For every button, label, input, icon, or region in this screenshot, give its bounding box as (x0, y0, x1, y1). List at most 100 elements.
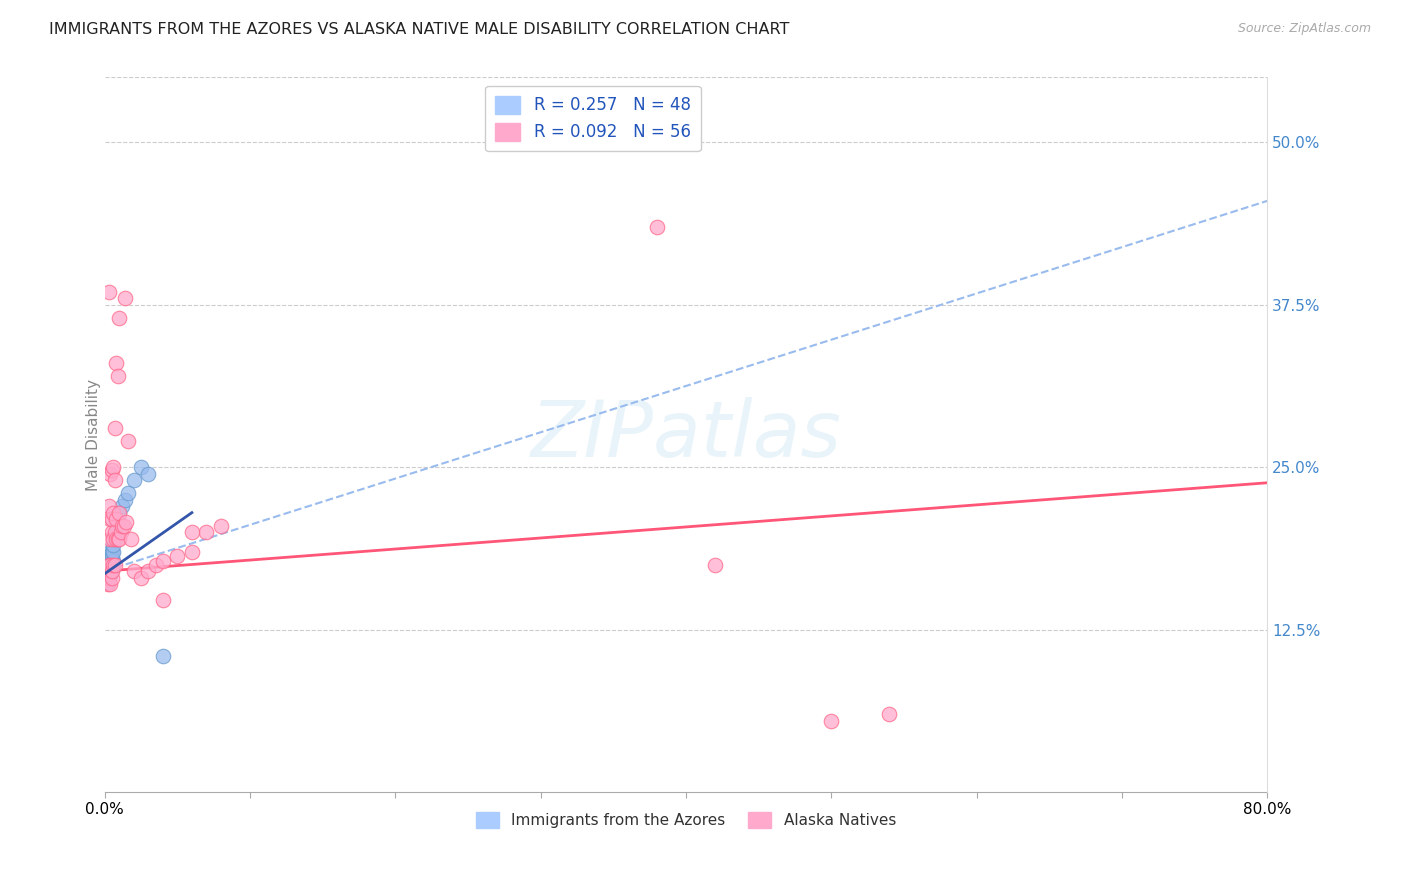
Point (103, 506, 125, 520)
Point (97, 564, 120, 578)
Point (94, 564, 117, 578)
Point (136, 467, 159, 481)
Point (129, 460, 152, 475)
Point (114, 291, 136, 305)
Point (209, 518, 232, 533)
Point (94, 571, 117, 585)
Point (195, 525, 218, 540)
Point (101, 544, 124, 558)
Point (122, 564, 145, 578)
Point (97, 577, 120, 591)
Point (180, 544, 202, 558)
Point (136, 564, 159, 578)
Point (97, 566, 120, 581)
Point (152, 592, 174, 607)
Point (100, 561, 122, 575)
Point (122, 473, 145, 487)
Point (97, 558, 120, 572)
Point (103, 554, 125, 568)
Point (104, 473, 127, 487)
Point (105, 532, 128, 546)
Point (108, 506, 131, 520)
Point (100, 561, 122, 575)
Point (100, 512, 122, 526)
Point (107, 532, 129, 546)
Text: ZIPatlas: ZIPatlas (530, 397, 841, 473)
Point (145, 558, 167, 572)
Point (100, 554, 122, 568)
Point (97, 574, 120, 589)
Point (98, 561, 121, 575)
Point (115, 515, 138, 529)
Point (100, 564, 122, 578)
Point (98, 558, 121, 572)
Y-axis label: Male Disability: Male Disability (86, 379, 101, 491)
Point (704, 558, 727, 572)
Point (98, 571, 121, 585)
Point (104, 558, 127, 572)
Point (100, 558, 122, 572)
Point (104, 421, 127, 435)
Point (117, 486, 139, 500)
Point (111, 499, 134, 513)
Point (104, 525, 127, 540)
Point (103, 532, 125, 546)
Text: Source: ZipAtlas.com: Source: ZipAtlas.com (1237, 22, 1371, 36)
Point (111, 518, 134, 533)
Point (105, 525, 128, 540)
Point (103, 538, 125, 552)
Point (98, 561, 121, 575)
Point (108, 310, 131, 325)
Point (879, 706, 901, 721)
Point (645, 219, 668, 234)
Point (105, 512, 128, 526)
Point (101, 564, 124, 578)
Point (101, 554, 124, 568)
Point (101, 561, 124, 575)
Point (107, 369, 129, 384)
Point (98, 564, 121, 578)
Point (101, 571, 124, 585)
Point (101, 558, 124, 572)
Point (94, 564, 117, 578)
Point (98, 499, 121, 513)
Point (108, 506, 131, 520)
Point (104, 532, 127, 546)
Point (100, 577, 122, 591)
Point (98, 571, 121, 585)
Point (97, 571, 120, 585)
Point (98, 285, 121, 299)
Point (101, 512, 124, 526)
Point (100, 566, 122, 581)
Point (107, 518, 129, 533)
Point (98, 554, 121, 568)
Point (180, 525, 202, 540)
Point (94, 571, 117, 585)
Point (98, 551, 121, 566)
Point (98, 558, 121, 572)
Point (166, 549, 188, 563)
Point (100, 532, 122, 546)
Point (100, 558, 122, 572)
Point (103, 460, 125, 475)
Point (97, 561, 120, 575)
Point (94, 558, 117, 572)
Point (112, 518, 135, 533)
Point (100, 551, 122, 566)
Point (101, 551, 124, 566)
Point (103, 558, 125, 572)
Point (120, 532, 142, 546)
Point (117, 434, 139, 449)
Point (129, 571, 152, 585)
Point (152, 648, 174, 663)
Text: IMMIGRANTS FROM THE AZORES VS ALASKA NATIVE MALE DISABILITY CORRELATION CHART: IMMIGRANTS FROM THE AZORES VS ALASKA NAT… (49, 22, 790, 37)
Point (100, 544, 122, 558)
Point (110, 525, 132, 540)
Point (103, 544, 125, 558)
Point (98, 566, 121, 581)
Point (152, 554, 174, 568)
Point (97, 554, 120, 568)
Legend: Immigrants from the Azores, Alaska Natives: Immigrants from the Azores, Alaska Nativ… (470, 805, 903, 834)
Point (97, 564, 120, 578)
Point (94, 551, 117, 566)
